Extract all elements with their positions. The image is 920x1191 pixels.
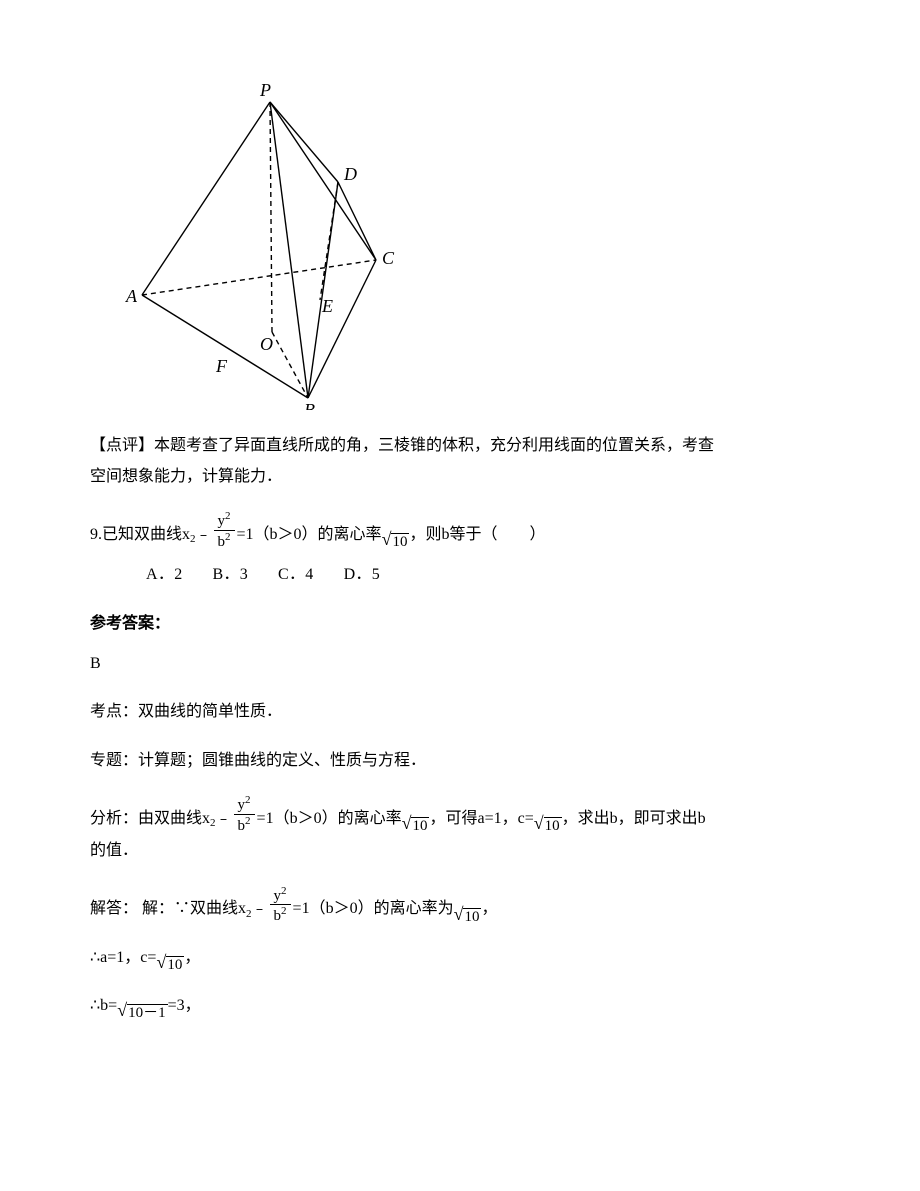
q9-post: ，则b等于（ ） <box>409 520 545 550</box>
question-9: 9. 已知双曲线x2﹣ y2 b2 =1（b＞0）的离心率 √10 ，则b等于（… <box>90 510 830 550</box>
fenxi-den-base: b <box>238 818 246 834</box>
comment-label: 【点评】 <box>90 437 154 454</box>
svg-text:C: C <box>382 248 395 268</box>
choice-b: B．3 <box>212 566 248 583</box>
jieda-num-base: y <box>274 888 282 904</box>
jieda-num-sup: 2 <box>281 885 287 897</box>
choice-a: A．2 <box>146 566 183 583</box>
q9-num-sup: 2 <box>225 510 231 522</box>
comment-paragraph: 【点评】本题考查了异面直线所成的角，三棱锥的体积，充分利用线面的位置关系，考查 … <box>90 431 830 492</box>
jieda-label: 解答： <box>90 894 138 924</box>
svg-text:F: F <box>215 356 228 376</box>
kaodian-line: 考点：双曲线的简单性质． <box>90 697 830 727</box>
fenxi-num-base: y <box>238 797 246 813</box>
jieda-mid1: =1（b＞0）的离心率为 <box>293 894 454 924</box>
q9-rad-val: 10 <box>391 533 409 550</box>
surd-icon: √ <box>117 1001 127 1021</box>
fenxi-rad2: √10 <box>534 814 562 834</box>
fenxi-den: b2 <box>234 815 255 835</box>
jieda-l2-tail: ， <box>184 943 200 973</box>
q9-den-sup: 2 <box>225 531 231 543</box>
svg-text:B: B <box>304 400 315 410</box>
q9-fraction: y2 b2 <box>214 510 235 550</box>
choice-c: C．4 <box>278 566 314 583</box>
answer-heading: 参考答案： <box>90 609 830 639</box>
jieda-rad1: √10 <box>454 905 482 925</box>
surd-icon: √ <box>402 814 412 834</box>
q9-minus: ﹣ <box>196 520 212 550</box>
choice-d: D．5 <box>344 566 381 583</box>
comment-line2: 空间想象能力，计算能力． <box>90 468 282 485</box>
zhuanti-line: 专题：计算题；圆锥曲线的定义、性质与方程． <box>90 746 830 776</box>
kaodian-text: 双曲线的简单性质． <box>138 703 282 720</box>
svg-text:D: D <box>343 164 357 184</box>
jieda-num: y2 <box>270 885 291 906</box>
surd-icon: √ <box>382 530 392 550</box>
diagram-svg: P A B C D O E F <box>120 80 420 410</box>
jieda-fraction: y2 b2 <box>270 885 291 925</box>
zhuanti-text: 计算题；圆锥曲线的定义、性质与方程． <box>138 752 426 769</box>
fenxi-line2: 的值． <box>90 836 830 866</box>
fenxi-den-sup: 2 <box>245 815 251 827</box>
q9-pre: 已知双曲线x <box>102 520 190 550</box>
svg-text:E: E <box>321 296 333 316</box>
q9-choices: A．2 B．3 C．4 D．5 <box>90 560 830 590</box>
answer-value: B <box>90 649 830 679</box>
svg-text:O: O <box>260 334 273 354</box>
jieda-den-base: b <box>274 908 282 924</box>
surd-icon: √ <box>156 953 166 973</box>
jieda-l2-rad: √10 <box>156 953 184 973</box>
fenxi-mid3: ，求出b，即可求出b <box>562 804 706 834</box>
jieda-l3-rad-val: 10－1 <box>127 1004 168 1021</box>
q9-den-base: b <box>218 534 226 550</box>
jieda-l2-pre: ∴a=1，c= <box>90 943 156 973</box>
jieda-l3-tail: =3， <box>168 991 201 1021</box>
jieda-pre: 解：∵双曲线x <box>138 894 246 924</box>
jieda-minus: ﹣ <box>252 894 268 924</box>
jieda-den: b2 <box>270 905 291 925</box>
fenxi-mid1: =1（b＞0）的离心率 <box>257 804 402 834</box>
surd-icon: √ <box>534 814 544 834</box>
q9-eq: =1（b＞0）的离心率 <box>237 520 382 550</box>
surd-icon: √ <box>454 905 464 925</box>
q9-number: 9. <box>90 520 102 550</box>
jieda-tail1: ， <box>481 894 497 924</box>
jieda-rad1-val: 10 <box>463 908 481 925</box>
fenxi-rad1-val: 10 <box>411 817 429 834</box>
jieda-line2: ∴a=1，c= √10 ， <box>90 943 830 973</box>
q9-num-base: y <box>218 513 226 529</box>
comment-line1: 本题考查了异面直线所成的角，三棱锥的体积，充分利用线面的位置关系，考查 <box>154 437 714 454</box>
svg-text:A: A <box>125 286 138 306</box>
jieda-line3: ∴b= √10－1 =3， <box>90 991 830 1021</box>
q9-num: y2 <box>214 510 235 531</box>
jieda-l3-pre: ∴b= <box>90 991 117 1021</box>
fenxi-fraction: y2 b2 <box>234 794 255 834</box>
zhuanti-label: 专题： <box>90 752 138 769</box>
fenxi-pre: 由双曲线x <box>138 804 210 834</box>
fenxi-num-sup: 2 <box>245 794 251 806</box>
fenxi-num: y2 <box>234 794 255 815</box>
kaodian-label: 考点： <box>90 703 138 720</box>
q9-den: b2 <box>214 531 235 551</box>
q9-radical: √10 <box>382 530 410 550</box>
fenxi-label: 分析： <box>90 804 138 834</box>
jieda-line1: 解答： 解：∵双曲线x2﹣ y2 b2 =1（b＞0）的离心率为 √10 ， <box>90 885 830 925</box>
svg-text:P: P <box>259 80 271 100</box>
jieda-l3-rad: √10－1 <box>117 1001 167 1021</box>
jieda-l2-rad-val: 10 <box>166 956 184 973</box>
fenxi-rad2-val: 10 <box>544 817 562 834</box>
fenxi-mid2: ，可得a=1，c= <box>429 804 533 834</box>
tetrahedron-diagram: P A B C D O E F <box>120 80 830 421</box>
fenxi-minus: ﹣ <box>216 804 232 834</box>
jieda-den-sup: 2 <box>281 905 287 917</box>
fenxi-rad1: √10 <box>402 814 430 834</box>
fenxi-line1: 分析： 由双曲线x2﹣ y2 b2 =1（b＞0）的离心率 √10 ，可得a=1… <box>90 794 830 834</box>
